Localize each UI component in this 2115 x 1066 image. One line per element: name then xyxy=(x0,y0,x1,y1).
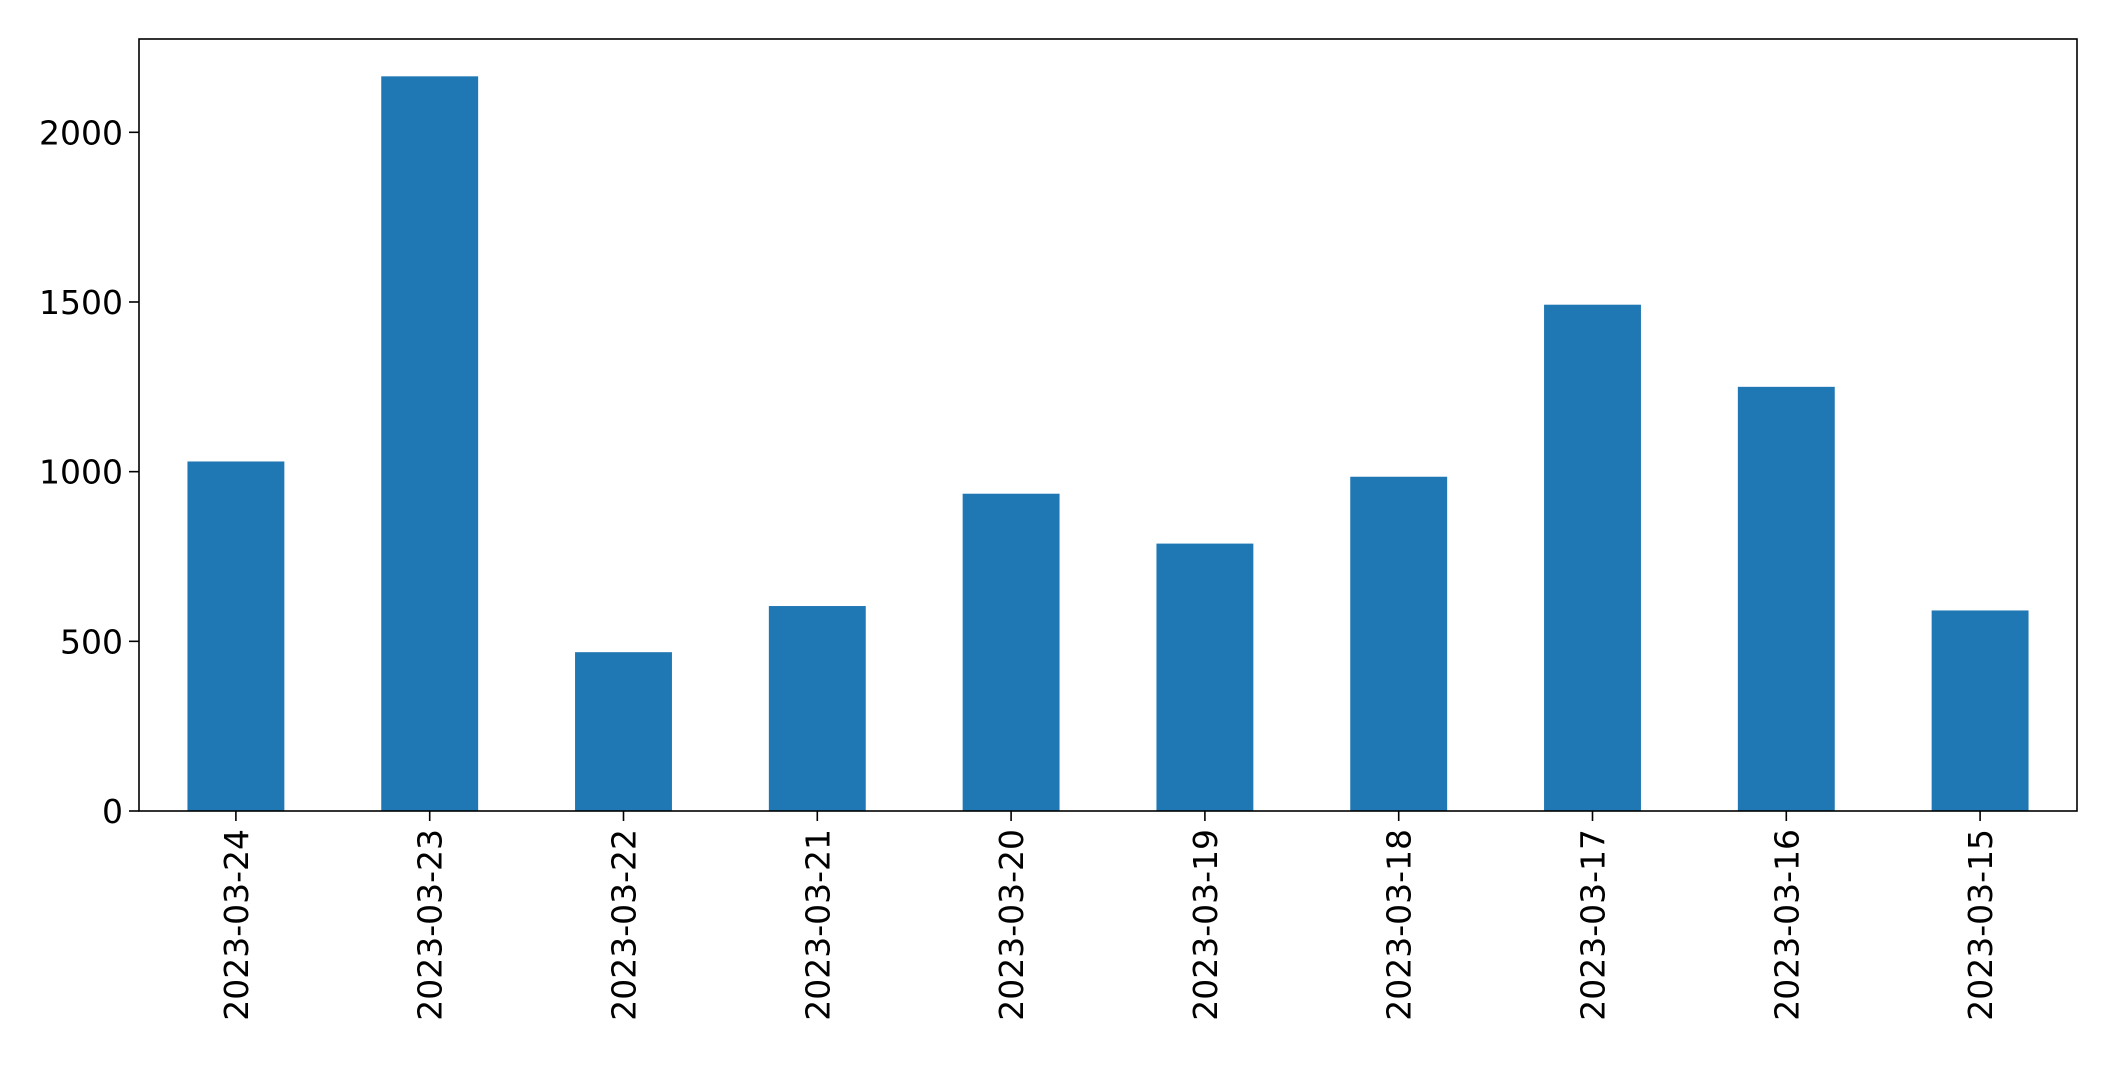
x-tick-label: 2023-03-19 xyxy=(1186,829,1225,1021)
y-tick-label: 2000 xyxy=(39,113,123,152)
x-axis: 2023-03-24 2023-03-23 2023-03-22 2023-03-21… xyxy=(217,811,2000,1021)
x-tick-label: 2023-03-22 xyxy=(605,829,644,1021)
x-tick-label: 2023-03-17 xyxy=(1574,829,1613,1021)
bar-2023-03-17 xyxy=(1544,304,1641,811)
bar-2023-03-20 xyxy=(962,493,1060,811)
bar-2023-03-21 xyxy=(768,606,866,811)
bar-2023-03-23 xyxy=(381,76,479,812)
x-tick-label: 2023-03-16 xyxy=(1767,829,1806,1021)
y-tick-label: 1000 xyxy=(39,453,123,492)
y-tick-label: 1500 xyxy=(39,283,123,322)
x-tick-label: 2023-03-24 xyxy=(217,829,256,1021)
y-tick-label: 500 xyxy=(60,622,123,661)
plot-frame xyxy=(138,38,2078,812)
bar-2023-03-24 xyxy=(187,461,285,811)
bar-2023-03-15 xyxy=(1931,610,2029,811)
bar-2023-03-22 xyxy=(575,652,672,811)
x-tick-label: 2023-03-15 xyxy=(1961,829,2000,1021)
x-tick-label: 2023-03-23 xyxy=(411,829,450,1021)
bar-2023-03-16 xyxy=(1737,386,1835,811)
bar-2023-03-18 xyxy=(1350,476,1448,811)
x-tick-label: 2023-03-18 xyxy=(1380,829,1419,1021)
x-tick-label: 2023-03-21 xyxy=(798,829,837,1021)
x-tick-label: 2023-03-20 xyxy=(992,829,1031,1021)
y-axis: 0 500 1000 1500 2000 xyxy=(39,113,139,831)
y-tick-label: 0 xyxy=(102,792,123,831)
bars-group xyxy=(187,76,2029,812)
bar-2023-03-19 xyxy=(1156,543,1254,811)
